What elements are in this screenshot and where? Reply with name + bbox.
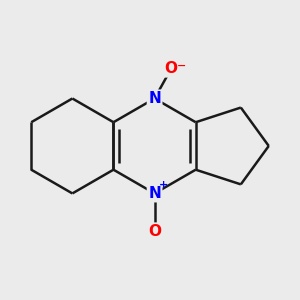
Text: O: O bbox=[148, 224, 161, 239]
Text: +: + bbox=[158, 180, 168, 190]
Text: −: − bbox=[177, 61, 186, 71]
Text: N: N bbox=[148, 91, 161, 106]
Text: N: N bbox=[148, 186, 161, 201]
Text: O: O bbox=[165, 61, 178, 76]
